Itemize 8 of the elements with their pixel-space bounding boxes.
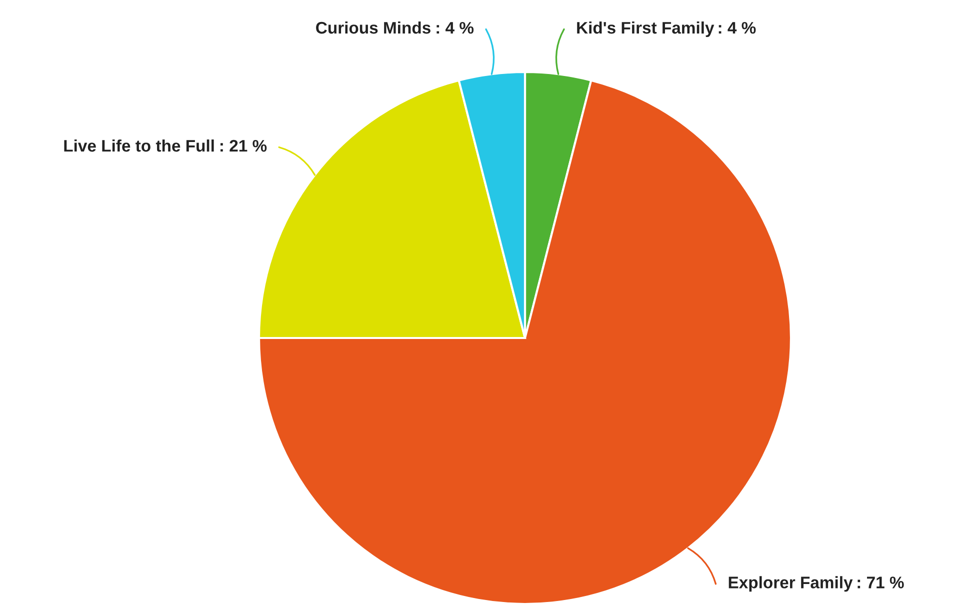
slice-label: Explorer Family xyxy=(728,576,853,592)
slice-label: Live Life to the Full xyxy=(64,139,214,152)
data-label: : 21 % xyxy=(220,140,267,152)
slice-label: Kid's First Family xyxy=(577,21,714,37)
data-label: : 4 % xyxy=(718,22,756,34)
data-label: : 4 % xyxy=(436,22,474,34)
data-label: : 71 % xyxy=(858,576,904,588)
slice-label: Curious Minds xyxy=(316,21,430,34)
